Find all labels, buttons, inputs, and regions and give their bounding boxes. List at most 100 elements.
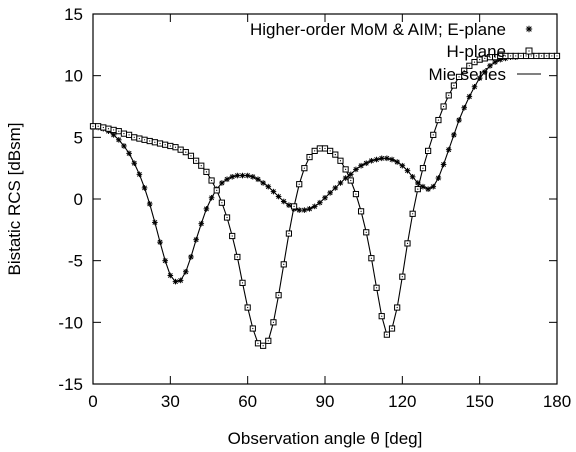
h-plane-point [136, 135, 143, 142]
x-tick-label: 150 [465, 392, 493, 411]
x-tick-label: 60 [238, 392, 257, 411]
h-plane-point [244, 304, 251, 311]
legend: Higher-order MoM & AIM; E-plane H-plane … [250, 20, 541, 84]
e-plane-point [482, 69, 488, 75]
h-plane-point [548, 52, 555, 60]
e-plane-point [317, 199, 323, 206]
h-plane-point [368, 255, 375, 262]
h-plane-point [105, 125, 112, 132]
h-plane-point [388, 325, 396, 332]
h-plane-point [533, 52, 540, 60]
h-plane-point [213, 187, 220, 194]
legend-label-mie-series: Mie series [429, 65, 506, 84]
h-plane-point [342, 166, 349, 173]
y-tick-label: 5 [74, 128, 83, 147]
e-plane-point [239, 172, 246, 179]
e-plane-point [337, 180, 344, 186]
h-plane-point [280, 261, 287, 268]
h-plane-point [172, 144, 179, 151]
e-plane-point [430, 183, 437, 190]
h-plane-point [399, 273, 406, 280]
h-plane-point [455, 73, 463, 81]
h-plane-point [466, 62, 473, 69]
h-plane-point [409, 210, 416, 217]
e-plane-point [451, 132, 457, 138]
h-plane-point [347, 177, 354, 184]
e-plane-point [445, 146, 452, 153]
h-plane-point [512, 52, 519, 60]
h-plane-point [218, 199, 225, 206]
e-plane-point [157, 239, 163, 245]
x-tick-label: 180 [543, 392, 571, 411]
e-plane-point [409, 174, 416, 180]
e-plane-point [415, 180, 421, 186]
e-plane-point [260, 180, 266, 186]
h-plane-point [151, 139, 158, 146]
e-plane-point [208, 194, 215, 201]
h-plane-point [141, 136, 148, 143]
e-plane-point [275, 193, 282, 200]
e-plane-point [177, 277, 184, 284]
h-plane-point [306, 153, 313, 161]
y-tick-label: -15 [58, 375, 83, 394]
h-plane-point [327, 147, 334, 155]
legend-marker-h-plane [525, 47, 533, 55]
e-plane-point [126, 150, 132, 157]
e-plane-point [110, 132, 117, 138]
e-plane-point [183, 268, 189, 275]
h-plane-point [414, 186, 421, 193]
h-plane-point [239, 279, 246, 286]
h-plane-point [198, 162, 205, 169]
h-plane-point [234, 253, 241, 261]
h-plane-point [440, 103, 447, 110]
h-plane-point [316, 145, 323, 152]
h-plane-point [120, 130, 128, 137]
e-plane-point [229, 174, 235, 180]
e-plane-point [265, 183, 272, 190]
e-plane-point [270, 188, 277, 195]
e-plane-point [389, 156, 395, 163]
mie-series-layer [93, 55, 557, 347]
e-plane-point [492, 59, 498, 65]
e-plane-point [471, 83, 478, 90]
e-plane-point [353, 166, 359, 173]
y-tick-label: -5 [68, 252, 83, 271]
e-plane-point [203, 206, 210, 212]
h-plane-point [100, 124, 107, 131]
h-plane-point [177, 146, 184, 153]
h-plane-point [162, 141, 169, 148]
h-plane-point [383, 331, 390, 338]
e-plane-point [440, 161, 447, 168]
h-plane-point [270, 319, 277, 326]
h-plane-point [357, 208, 365, 215]
h-plane-point [290, 203, 298, 210]
e-plane-point [296, 207, 303, 213]
e-plane-point [146, 201, 153, 207]
mie-series-curve-1 [93, 55, 557, 347]
h-plane-point [517, 52, 525, 60]
h-plane-point [404, 240, 411, 247]
e-plane-point [244, 172, 251, 179]
h-plane-point [275, 292, 282, 299]
e-plane-point [342, 175, 349, 181]
h-plane-point [95, 123, 102, 130]
h-plane-point [146, 137, 153, 145]
y-axis-title: Bistatic RCS [dBsm] [5, 122, 24, 275]
e-plane-point [399, 162, 406, 169]
e-plane-point [121, 143, 127, 149]
e-plane-point [280, 198, 287, 205]
h-plane-point [332, 151, 339, 158]
h-plane-point [430, 131, 437, 138]
e-plane-point [332, 185, 339, 191]
e-plane-point [198, 220, 205, 227]
tick-layer: 0 30 60 90 120 150 180 -15 -10 -5 0 5 10 15 [58, 5, 571, 411]
e-plane-point [476, 75, 483, 81]
e-plane-point [286, 202, 292, 208]
e-plane-point [162, 257, 168, 264]
legend-marker-e-plane [525, 25, 533, 33]
h-plane-point [125, 131, 133, 138]
h-plane-point [337, 157, 344, 164]
e-plane-point [141, 185, 148, 191]
e-plane-point [131, 160, 138, 167]
